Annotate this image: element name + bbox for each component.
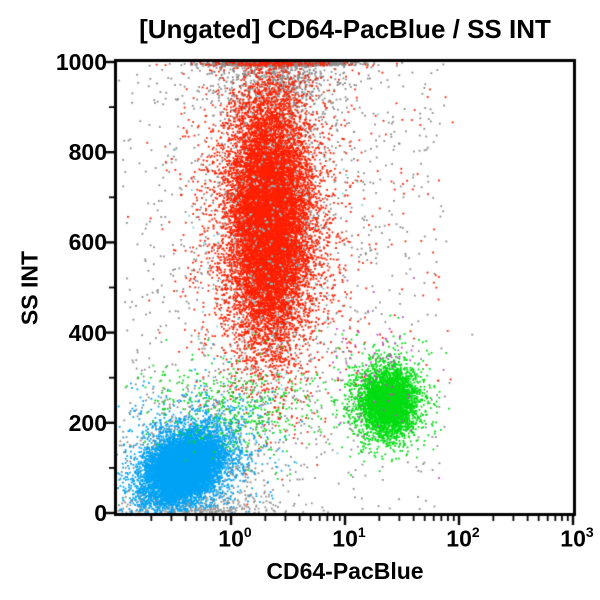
x-axis-label: CD64-PacBlue	[266, 558, 424, 584]
y-tick-label: 800	[68, 139, 107, 166]
x-tick-label: 100	[218, 524, 252, 552]
y-tick-label: 1000	[55, 49, 107, 75]
x-tick-label: 101	[332, 524, 366, 552]
y-tick-label: 600	[68, 229, 107, 256]
x-tick-label: 102	[446, 524, 480, 552]
y-tick-label: 200	[68, 409, 107, 436]
y-tick-label: 0	[94, 500, 107, 526]
y-tick-label: 400	[68, 319, 107, 346]
x-tick-label: 103	[560, 524, 594, 552]
